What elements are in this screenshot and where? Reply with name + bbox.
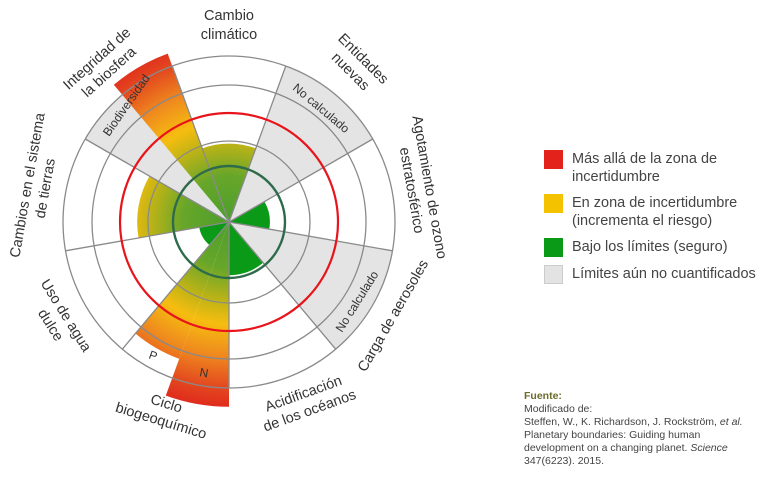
- sector-divider: [84, 138, 230, 223]
- svg-text:Cambio: Cambio: [204, 8, 254, 24]
- planetary-boundaries-diagram: No calculado No calculado Biodiversidad …: [7, 8, 450, 443]
- source-line: Modificado de:: [524, 403, 593, 415]
- ozone-wedge: [229, 201, 270, 230]
- sector-dividers: [65, 65, 393, 388]
- sector-divider: [228, 65, 287, 223]
- legend-item-uncertainty: En zona de incertidumbre (incrementa el …: [544, 194, 762, 230]
- p-label: P: [147, 348, 159, 364]
- sector-divider: [228, 138, 374, 223]
- n-label: N: [198, 365, 209, 380]
- legend-text: Bajo los límites (seguro): [572, 239, 728, 255]
- sector-divider: [228, 221, 337, 350]
- legend-text: En zona de incertidumbre (incrementa el …: [572, 195, 738, 229]
- label-novel-entities: Entidades nuevas: [328, 31, 391, 94]
- label-freshwater: Uso de agua dulce: [34, 277, 94, 356]
- biodiversity-wedge: [113, 53, 229, 222]
- legend-text: Límites aún no cuantificados: [572, 266, 756, 282]
- label-land-system: Cambios en el sistema de tierras: [7, 111, 58, 259]
- novel-not-quantified-wedge: [229, 66, 373, 223]
- legend-text: Más allá de la zona de incertidumbre: [572, 151, 718, 185]
- sector-divider: [65, 221, 230, 252]
- aerosols-not-quantified-wedge: [229, 222, 393, 350]
- boundary-wedges: [85, 53, 393, 407]
- water-wedge: [199, 222, 229, 246]
- label-ozone: Agotamiento de ozono estratosférico: [396, 114, 450, 260]
- legend-swatch-grey: [544, 265, 563, 284]
- land-wedge: [137, 176, 229, 238]
- phosphorus-wedge: [135, 222, 229, 359]
- biosphere-functional-not-quantified-wedge: [85, 94, 230, 222]
- legend-swatch-yellow: [544, 194, 563, 213]
- legend-swatch-red: [544, 150, 563, 169]
- nitrogen-wedge: [165, 222, 229, 407]
- legend-item-safe: Bajo los límites (seguro): [544, 238, 762, 257]
- legend-item-not-quantified: Límites aún no cuantificados: [544, 265, 762, 284]
- uncertainty-limit-ring: [118, 111, 340, 333]
- source-citation: Steffen, W., K. Richardson, J. Rockström…: [524, 416, 743, 467]
- sector-divider: [228, 221, 393, 252]
- legend-item-beyond: Más allá de la zona de incertidumbre: [544, 150, 762, 186]
- label-climate: Cambio climático: [201, 8, 257, 43]
- sector-divider: [171, 65, 230, 223]
- legend-swatch-green: [544, 238, 563, 257]
- svg-text:climático: climático: [201, 27, 257, 43]
- legend: Más allá de la zona de incertidumbre En …: [544, 150, 762, 292]
- source-note: Fuente: Modificado de: Steffen, W., K. R…: [524, 390, 754, 468]
- sector-divider: [121, 221, 230, 350]
- safe-boundary-ring: [171, 164, 287, 280]
- label-ocean: Acidificación de los océanos: [261, 373, 358, 435]
- climate-wedge: [202, 143, 256, 222]
- source-title: Fuente:: [524, 390, 562, 402]
- ocean-wedge: [229, 222, 264, 276]
